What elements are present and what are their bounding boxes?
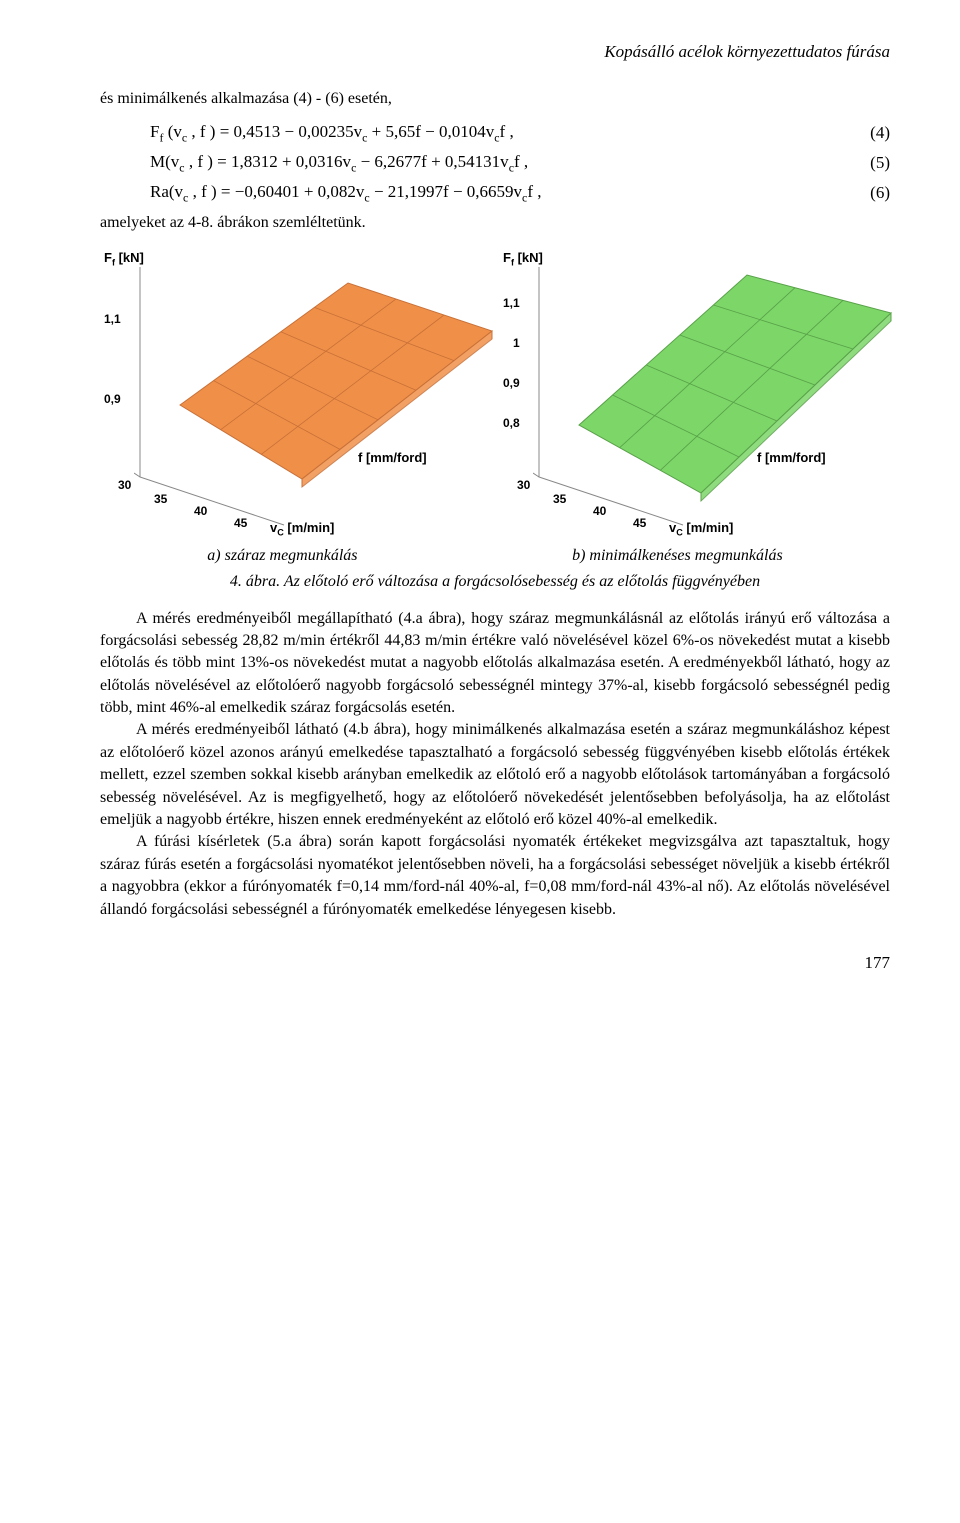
eq6-body: Ra(vc , f ) = −0,60401 + 0,082vc − 21,19… bbox=[150, 180, 542, 206]
figure-panel-a: Ff [kN] 1,1 0,9 30 35 40 45 vC [m/min] f… bbox=[100, 249, 491, 539]
equation-5: M(vc , f ) = 1,8312 + 0,0316vc − 6,2677f… bbox=[150, 150, 890, 176]
equation-4: Ff (vc , f ) = 0,4513 − 0,00235vc + 5,65… bbox=[150, 120, 890, 146]
eq5-body: M(vc , f ) = 1,8312 + 0,0316vc − 6,2677f… bbox=[150, 150, 528, 176]
caption-a: a) száraz megmunkálás bbox=[207, 545, 357, 567]
z-tick-b-1: 0,9 bbox=[503, 375, 520, 392]
eq4-body: Ff (vc , f ) = 0,4513 − 0,00235vc + 5,65… bbox=[150, 120, 514, 146]
caption-b: b) minimálkenéses megmunkálás bbox=[572, 545, 783, 567]
surface-chart-b bbox=[533, 267, 897, 527]
x-tick-a-0: 30 bbox=[118, 477, 131, 494]
eq6-num: (6) bbox=[870, 181, 890, 205]
figures-row: Ff [kN] 1,1 0,9 30 35 40 45 vC [m/min] f… bbox=[100, 249, 890, 539]
post-eq-text: amelyeket az 4-8. ábrákon szemléltetünk. bbox=[100, 212, 890, 234]
figure-caption: 4. ábra. Az előtoló erő változása a forg… bbox=[100, 571, 890, 593]
equation-6: Ra(vc , f ) = −0,60401 + 0,082vc − 21,19… bbox=[150, 180, 890, 206]
eq4-num: (4) bbox=[870, 121, 890, 145]
paragraph-2: A mérés eredményeiből látható (4.b ábra)… bbox=[100, 719, 890, 831]
subcaptions-row: a) száraz megmunkálás b) minimálkenéses … bbox=[100, 545, 890, 567]
eq5-num: (5) bbox=[870, 151, 890, 175]
paragraph-1: A mérés eredményeiből megállapítható (4.… bbox=[100, 608, 890, 720]
z-tick-b-0: 0,8 bbox=[503, 415, 520, 432]
z-tick-b-3: 1,1 bbox=[503, 295, 520, 312]
z-tick-a-0: 0,9 bbox=[104, 391, 121, 408]
figure-panel-b: Ff [kN] 1,1 1 0,9 0,8 30 35 40 45 vC [m/… bbox=[499, 249, 890, 539]
x-tick-b-0: 30 bbox=[517, 477, 530, 494]
intro-text: és minimálkenés alkalmazása (4) - (6) es… bbox=[100, 88, 890, 110]
surface-chart-a bbox=[134, 267, 498, 527]
page-number: 177 bbox=[100, 951, 890, 975]
z-tick-a-1: 1,1 bbox=[104, 311, 121, 328]
paragraph-3: A fúrási kísérletek (5.a ábra) során kap… bbox=[100, 831, 890, 921]
page-header: Kopásálló acélok környezettudatos fúrása bbox=[100, 40, 890, 64]
z-tick-b-2: 1 bbox=[513, 335, 520, 352]
equations-block: Ff (vc , f ) = 0,4513 − 0,00235vc + 5,65… bbox=[150, 120, 890, 206]
